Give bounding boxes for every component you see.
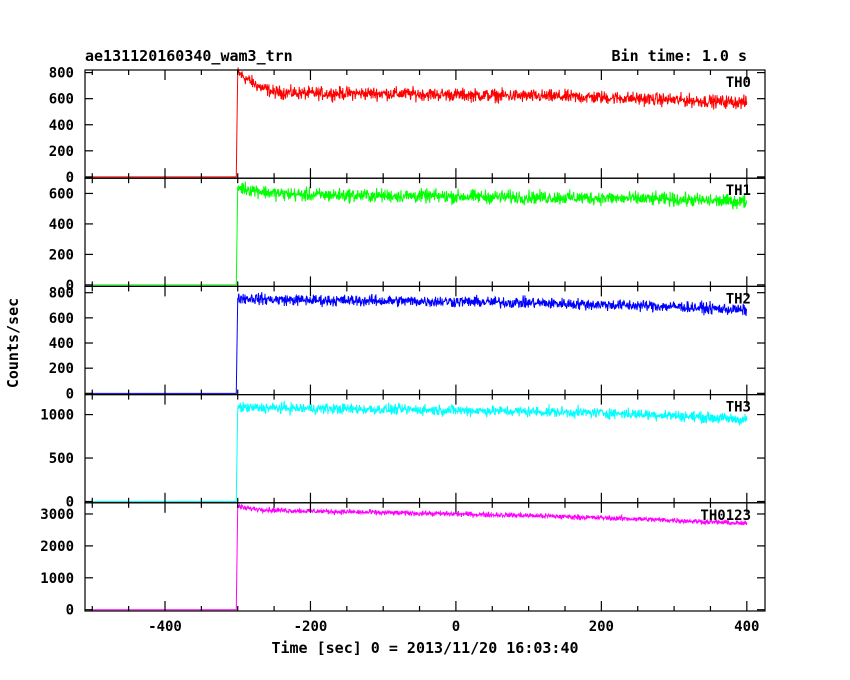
y-tick-label: 3000 [40,507,74,523]
series-line-th1 [90,181,748,286]
y-tick-label: 0 [66,170,74,186]
panel-frame-th0123 [84,502,766,612]
panel-label-th0: TH0 [726,75,751,91]
panel-th0123: 0 1000 2000 3000 TH0123 [40,502,766,619]
y-axis-label: Counts/sec [4,298,22,388]
series-line-th2 [90,292,747,394]
panel-label-th1: TH1 [726,183,751,199]
panel-th3: 0 500 1000 TH3 [40,394,766,510]
y-tick-label: 1000 [40,571,74,587]
panel-frame-th2 [84,285,766,396]
panels-group: 0 200 400 600 800 TH0 0 200 400 600 TH1 0 200 400 600 8… [40,66,766,619]
y-tick-label: 500 [49,451,74,467]
y-tick-label: 200 [49,144,74,160]
y-tick-label: 1000 [40,408,74,424]
y-tick-label: 400 [49,118,74,134]
x-tick-label: 200 [589,619,614,635]
y-tick-label: 800 [49,66,74,82]
y-tick-label: 600 [49,311,74,327]
y-tick-label: 0 [66,603,74,619]
chart-title: ae131120160340_wam3_trn [85,47,293,65]
panel-label-th2: TH2 [726,291,751,307]
y-tick-label: 600 [49,92,74,108]
panel-th1: 0 200 400 600 TH1 [49,177,766,294]
y-tick-label: 0 [66,278,74,294]
x-tick-label: 0 [452,619,460,635]
y-tick-label: 400 [49,336,74,352]
panel-th0: 0 200 400 600 800 TH0 [49,66,766,186]
panel-label-th3: TH3 [726,400,751,416]
x-tick-label: -200 [294,619,328,635]
x-tick-label: 400 [734,619,759,635]
series-line-th0 [90,67,748,178]
y-tick-label: 0 [66,494,74,510]
series-line-th3 [90,400,748,502]
y-tick-label: 0 [66,386,74,402]
panel-label-th0123: TH0123 [700,508,751,524]
panel-frame-th0 [84,69,766,179]
panel-th2: 0 200 400 600 800 TH2 [49,285,766,402]
bin-time-label: Bin time: 1.0 s [612,47,747,65]
panel-frame-th3 [84,394,766,504]
x-axis-label: Time [sec] 0 = 2013/11/20 16:03:40 [271,639,578,657]
y-tick-label: 400 [49,217,74,233]
series-line-th0123 [90,503,748,611]
y-tick-label: 2000 [40,539,74,555]
x-tick-label: -400 [148,619,182,635]
x-tick-labels: -400 -200 0 200 400 [148,619,759,635]
y-tick-label: 200 [49,361,74,377]
y-tick-label: 800 [49,286,74,302]
y-tick-label: 600 [49,186,74,202]
y-tick-label: 200 [49,247,74,263]
